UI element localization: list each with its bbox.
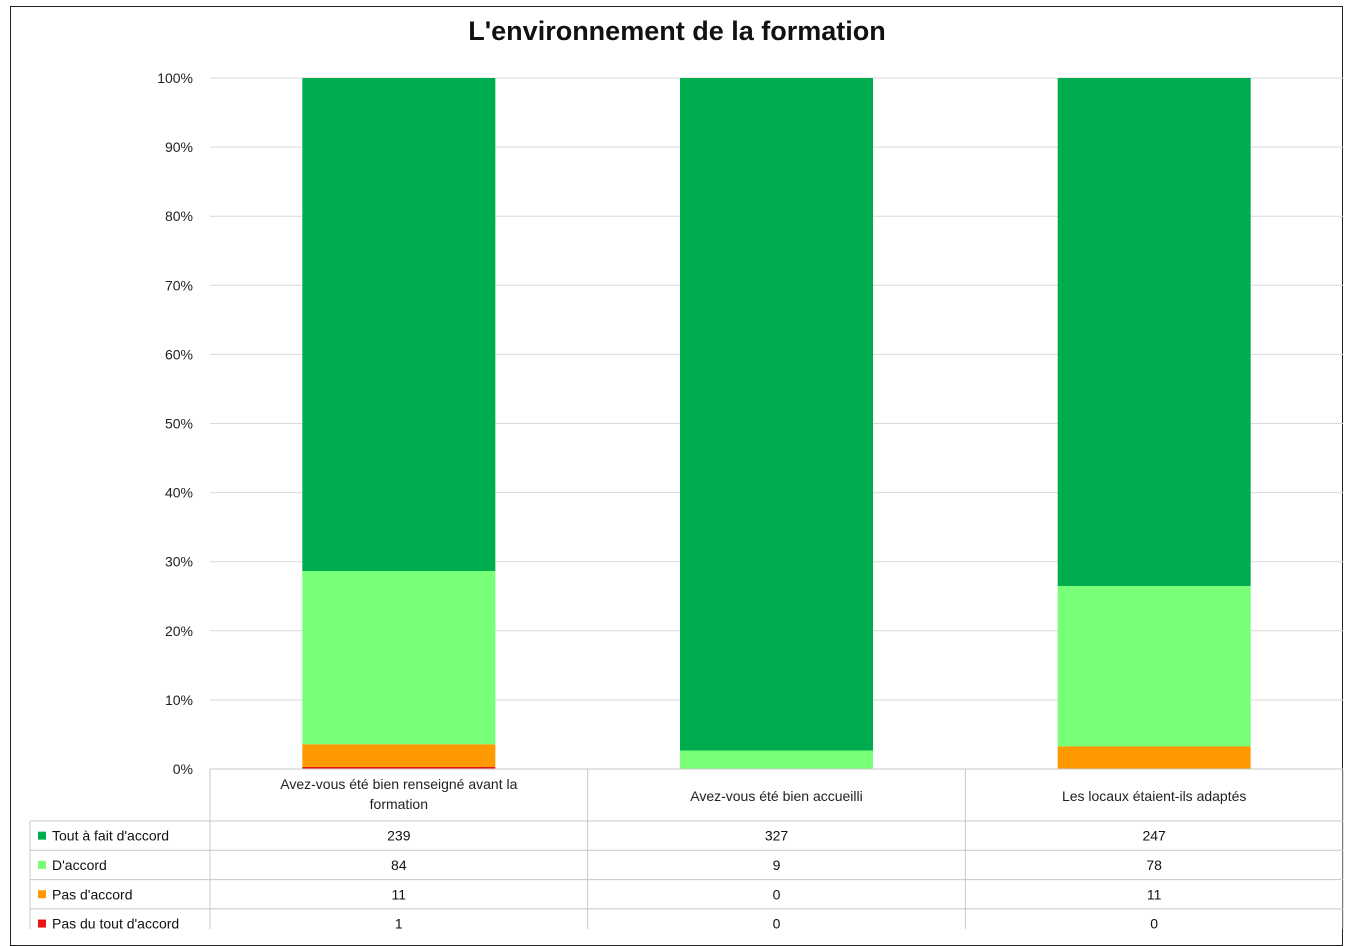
bar-segment [302, 744, 496, 767]
data-label: 0 [773, 886, 781, 902]
y-tick-label: 100% [157, 70, 193, 86]
y-tick-label: 20% [165, 623, 193, 639]
y-tick-label: 80% [165, 208, 193, 224]
y-tick-label: 50% [165, 416, 193, 432]
category-label: Avez-vous été bien renseigné avant la [280, 776, 517, 792]
data-label: 247 [1142, 828, 1166, 844]
category-label: Les locaux étaient-ils adaptés [1062, 788, 1246, 804]
y-tick-label: 60% [165, 346, 193, 362]
y-tick-label: 10% [165, 692, 193, 708]
data-label: 11 [392, 886, 407, 902]
legend-label: Tout à fait d'accord [52, 828, 169, 844]
legend-label: Pas du tout d'accord [52, 916, 179, 929]
bar-segment [302, 766, 496, 769]
data-label: 9 [773, 857, 781, 873]
category-label: formation [370, 796, 428, 812]
data-label: 1 [395, 916, 403, 929]
data-label: 0 [1150, 916, 1158, 929]
y-tick-label: 40% [165, 485, 193, 501]
y-tick-label: 30% [165, 554, 193, 570]
category-label: Avez-vous été bien accueilli [690, 788, 863, 804]
data-label: 11 [1147, 886, 1162, 902]
y-tick-label: 0% [173, 761, 193, 777]
bar-segment [1057, 585, 1251, 747]
bar-segment [1057, 78, 1251, 586]
bar-segment [302, 570, 496, 745]
data-label: 0 [773, 916, 781, 929]
y-tick-label: 90% [165, 139, 193, 155]
bar-segment [302, 78, 496, 571]
bar-segment [680, 78, 873, 751]
data-label: 327 [765, 828, 789, 844]
legend-label: Pas d'accord [52, 886, 133, 902]
bar-segment [680, 750, 873, 769]
legend-swatch [38, 919, 46, 928]
bar-segment [1057, 746, 1251, 769]
data-label: 239 [387, 828, 411, 844]
chart-title: L'environnement de la formation [468, 16, 886, 46]
legend-label: D'accord [52, 857, 107, 873]
legend-swatch [38, 860, 46, 869]
data-label: 78 [1146, 857, 1162, 873]
data-label: 84 [391, 857, 407, 873]
legend-swatch [38, 831, 46, 840]
y-tick-label: 70% [165, 277, 193, 293]
legend-swatch [38, 890, 46, 899]
